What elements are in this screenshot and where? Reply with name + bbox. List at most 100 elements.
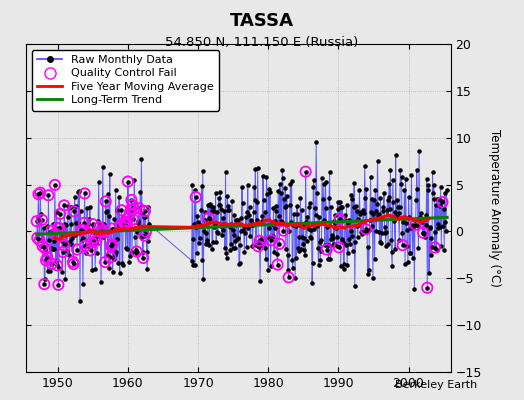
Point [415, 148, 423, 154]
Point [42, 257, 50, 264]
Point [250, 184, 258, 190]
Point [239, 223, 248, 230]
Point [326, 204, 335, 210]
Point [391, 152, 400, 158]
Point [286, 181, 294, 188]
Point [34, 191, 42, 198]
Point [258, 218, 266, 224]
Point [300, 247, 308, 254]
Point [51, 182, 59, 188]
Point [116, 223, 125, 229]
Point [247, 222, 256, 228]
Point [104, 265, 113, 271]
Point [305, 204, 313, 210]
Point [48, 261, 56, 267]
Point [267, 237, 275, 244]
Point [77, 208, 85, 214]
Point [119, 220, 128, 226]
Point [193, 250, 201, 257]
Point [301, 168, 310, 175]
Point [429, 190, 438, 196]
Point [112, 187, 120, 194]
Point [359, 207, 367, 214]
Point [107, 243, 115, 249]
Point [419, 230, 428, 236]
Point [246, 233, 254, 239]
Point [219, 215, 227, 221]
Point [418, 219, 426, 225]
Point [238, 184, 246, 190]
Point [204, 215, 213, 221]
Point [81, 190, 89, 197]
Point [416, 215, 424, 221]
Point [348, 196, 357, 202]
Point [399, 242, 407, 248]
Point [96, 230, 105, 237]
Point [130, 177, 138, 184]
Point [399, 219, 408, 226]
Point [263, 191, 271, 197]
Point [74, 189, 82, 195]
Point [51, 231, 60, 237]
Point [360, 210, 368, 216]
Point [129, 216, 137, 223]
Point [102, 198, 110, 205]
Point [395, 210, 403, 217]
Point [357, 228, 365, 235]
Point [91, 266, 100, 272]
Point [437, 243, 445, 249]
Point [114, 260, 122, 266]
Point [225, 207, 233, 213]
Point [299, 241, 307, 247]
Point [318, 175, 326, 182]
Point [279, 228, 288, 234]
Point [372, 208, 380, 215]
Point [132, 247, 140, 253]
Point [210, 208, 218, 214]
Point [330, 218, 338, 224]
Point [137, 155, 146, 162]
Point [36, 237, 44, 244]
Point [41, 246, 50, 252]
Point [442, 228, 450, 234]
Point [36, 190, 45, 196]
Point [352, 223, 361, 230]
Point [68, 242, 76, 248]
Point [346, 228, 355, 235]
Point [93, 250, 101, 256]
Point [366, 173, 375, 180]
Point [428, 244, 436, 250]
Point [63, 248, 71, 254]
Point [289, 265, 297, 272]
Point [138, 249, 147, 256]
Point [197, 207, 205, 213]
Point [356, 209, 365, 215]
Point [136, 189, 145, 195]
Point [422, 176, 431, 182]
Point [377, 239, 385, 246]
Point [33, 235, 41, 241]
Point [88, 267, 96, 274]
Point [414, 222, 422, 229]
Point [393, 197, 401, 204]
Point [275, 212, 283, 219]
Point [38, 243, 47, 249]
Point [322, 246, 331, 253]
Point [227, 241, 236, 247]
Point [36, 190, 45, 196]
Point [203, 240, 212, 246]
Point [376, 195, 385, 202]
Point [253, 217, 261, 224]
Point [312, 139, 320, 145]
Point [140, 232, 148, 239]
Point [304, 226, 313, 232]
Point [124, 178, 132, 185]
Point [410, 223, 418, 229]
Point [121, 218, 129, 225]
Point [293, 203, 301, 209]
Point [36, 237, 44, 244]
Point [62, 240, 71, 246]
Point [207, 202, 215, 209]
Point [274, 188, 282, 194]
Point [121, 218, 129, 225]
